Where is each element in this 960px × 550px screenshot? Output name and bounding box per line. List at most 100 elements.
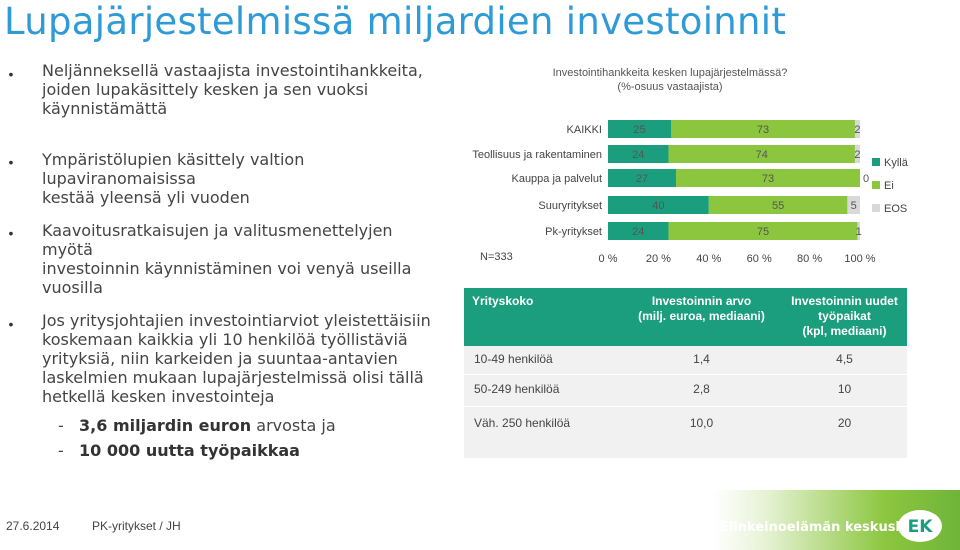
header-line: (kpl, mediaani) xyxy=(802,324,887,338)
subbullet-jobs: - 10 000 uutta työpaikkaa xyxy=(58,441,300,460)
bar-segment xyxy=(608,145,669,163)
category-label: Pk-yritykset xyxy=(545,226,602,238)
x-tick-label: 0 % xyxy=(599,253,618,265)
cell-size: 50-249 henkilöä xyxy=(474,382,560,396)
bullet-2-line: kestää yleensä yli vuoden xyxy=(42,188,250,207)
legend-swatch xyxy=(872,181,880,189)
data-label: 24 xyxy=(632,226,644,238)
bar-segment xyxy=(676,169,860,187)
cell-value: 1,4 xyxy=(693,352,710,366)
bullet-marker: • xyxy=(8,225,14,241)
data-label: 2 xyxy=(854,149,860,161)
bullet-3: Kaavoitusratkaisujen ja valitusmenettely… xyxy=(42,221,442,297)
cell-value: 10,0 xyxy=(689,416,714,430)
x-tick-label: 80 % xyxy=(797,253,822,265)
subbullet-rest: arvosta ja xyxy=(251,416,336,435)
chart-title-text: Investointihankkeita kesken lupajärjeste… xyxy=(552,67,788,79)
bullet-4-line: yrityksiä, niin karkeiden ja suuntaa-ant… xyxy=(42,349,398,368)
data-label: 0 xyxy=(863,173,869,185)
x-tick-label: 100 % xyxy=(844,253,875,265)
data-label: 25 xyxy=(633,124,645,136)
legend-swatch xyxy=(872,158,880,166)
ek-logo-icon: EK xyxy=(898,510,942,542)
header-line: (milj. euroa, mediaani) xyxy=(638,309,765,323)
sample-size-note: N=333 xyxy=(480,251,513,263)
bullet-2-line: Ympäristölupien käsittely valtion lupavi… xyxy=(42,150,305,188)
slide-title: Lupajärjestelmissä miljardien investoinn… xyxy=(4,0,787,43)
bullet-3-line: Kaavoitusratkaisujen ja valitusmenettely… xyxy=(42,221,393,259)
table-row: 50-249 henkilöä 2,8 10 xyxy=(464,376,907,404)
bar-segment xyxy=(608,169,677,187)
data-label: 73 xyxy=(757,124,769,136)
data-label: 27 xyxy=(636,173,648,185)
bar-segment xyxy=(854,145,860,163)
x-tick-label: 20 % xyxy=(646,253,671,265)
bullet-4: Jos yritysjohtajien investointiarviot yl… xyxy=(42,311,442,406)
bar-segment xyxy=(857,222,860,240)
bar-segment xyxy=(668,145,855,163)
header-line: Investoinnin arvo xyxy=(651,294,752,308)
data-label: 1 xyxy=(856,226,862,238)
data-label: 2 xyxy=(854,124,860,136)
bar-segment xyxy=(608,196,709,214)
cell-value: 2,8 xyxy=(693,382,710,396)
category-label: KAIKKI xyxy=(567,124,602,136)
subbullet-investments: - 3,6 miljardin euron arvosta ja xyxy=(58,416,336,435)
bullet-marker: • xyxy=(8,154,14,170)
bullet-4-line: laskelmien mukaan lupajärjestelmissä oli… xyxy=(42,368,424,387)
header-company-size: Yrityskoko xyxy=(472,294,533,309)
footer-source: PK-yritykset / JH xyxy=(92,519,181,533)
bullet-1-line: Neljänneksellä vastaajista investointiha… xyxy=(42,61,423,80)
table-row: 10-49 henkilöä 1,4 4,5 xyxy=(464,346,907,374)
bullet-3-line: investoinnin käynnistäminen voi venyä us… xyxy=(42,259,412,278)
legend-label: Kyllä xyxy=(884,157,909,169)
bar-segment xyxy=(608,120,671,138)
bar-segment xyxy=(854,120,860,138)
bar-segment xyxy=(668,222,858,240)
bullet-1: Neljänneksellä vastaajista investointiha… xyxy=(42,61,442,118)
header-line: Investoinnin uudet xyxy=(791,294,898,308)
header-line: Yrityskoko xyxy=(472,294,534,308)
bullet-2: Ympäristölupien käsittely valtion lupavi… xyxy=(42,150,442,207)
bullet-3-line: vuosilla xyxy=(42,278,103,297)
bullet-4-line: hetkellä kesken investointeja xyxy=(42,387,275,406)
row-divider xyxy=(464,374,907,375)
cell-size: Väh. 250 henkilöä xyxy=(474,416,571,430)
table-header: Yrityskoko Investoinnin arvo (milj. euro… xyxy=(464,288,907,346)
legend-swatch xyxy=(872,204,880,212)
data-label: 73 xyxy=(762,173,774,185)
legend-label: Ei xyxy=(884,180,894,192)
bullet-1-line: käynnistämättä xyxy=(42,99,168,118)
table-row: Väh. 250 henkilöä 10,0 20 xyxy=(464,410,907,438)
bullet-marker: • xyxy=(8,66,14,82)
cell-jobs: 4,5 xyxy=(836,352,853,366)
cell-jobs: 10 xyxy=(837,382,852,396)
header-investment-value: Investoinnin arvo (milj. euroa, mediaani… xyxy=(614,294,789,324)
bar-segment xyxy=(708,196,848,214)
chart-title: Investointihankkeita kesken lupajärjeste… xyxy=(470,66,870,94)
category-label: Teollisuus ja rakentaminen xyxy=(472,149,602,161)
subbullet-bold: 10 000 uutta työpaikkaa xyxy=(79,441,300,460)
bar-segment xyxy=(671,120,855,138)
data-label: 74 xyxy=(756,149,768,161)
data-label: 55 xyxy=(772,200,784,212)
header-new-jobs: Investoinnin uudet työpaikat (kpl, media… xyxy=(782,294,907,339)
category-label: Kauppa ja palvelut xyxy=(511,173,602,185)
data-label: 40 xyxy=(652,200,664,212)
row-divider xyxy=(464,406,907,407)
header-line: työpaikat xyxy=(818,309,871,323)
x-tick-label: 40 % xyxy=(696,253,721,265)
investment-table: Yrityskoko Investoinnin arvo (milj. euro… xyxy=(464,288,907,458)
bullet-4-line: koskemaan kaikkia yli 10 henkilöä työlli… xyxy=(42,330,408,349)
subbullet-dash: - xyxy=(58,441,64,460)
bar-segment xyxy=(608,222,669,240)
bullet-4-line: Jos yritysjohtajien investointiarviot yl… xyxy=(42,311,431,330)
cell-jobs: 20 xyxy=(837,416,852,430)
data-label: 75 xyxy=(757,226,769,238)
legend-label: EOS xyxy=(884,203,907,215)
bullet-1-line: joiden lupakäsittely kesken ja sen vuoks… xyxy=(42,80,369,99)
data-label: 24 xyxy=(632,149,644,161)
subbullet-dash: - xyxy=(58,416,64,435)
x-tick-label: 60 % xyxy=(747,253,772,265)
